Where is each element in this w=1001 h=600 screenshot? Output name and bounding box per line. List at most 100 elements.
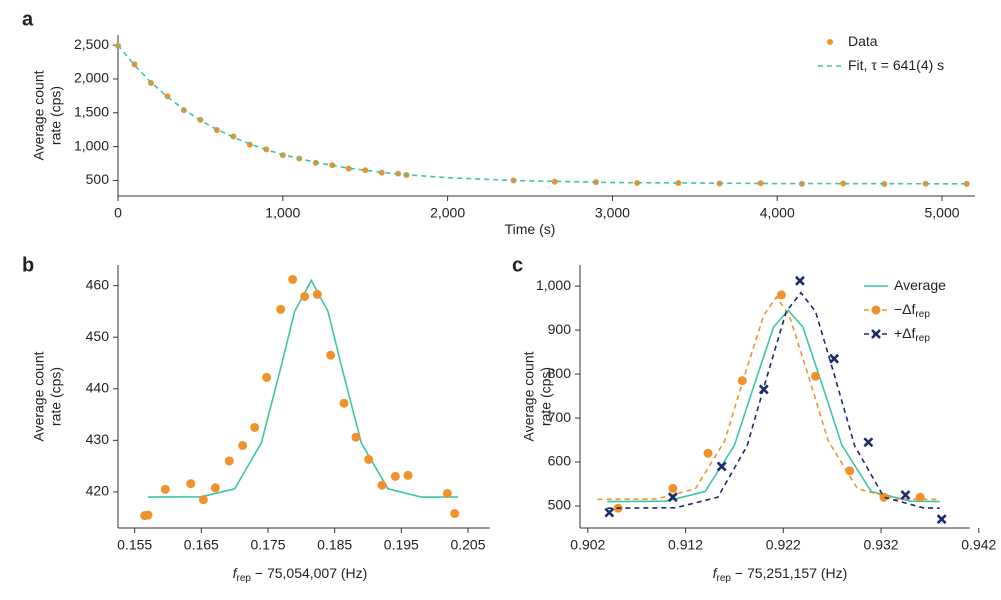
panel-label: c: [512, 254, 523, 276]
data-point: [795, 275, 805, 286]
data-point: [675, 180, 682, 187]
x-tick-label: 0.942: [961, 537, 996, 553]
fit-line: [597, 295, 940, 501]
y-tick-label: 2,000: [74, 70, 109, 86]
y-axis-label: Average count: [31, 70, 47, 160]
x-tick-label: 0: [114, 205, 122, 221]
data-point: [758, 384, 769, 395]
y-axis-label: rate (cps): [538, 367, 554, 426]
x-tick-label: 0.165: [184, 537, 219, 553]
x-axis-label: frep − 75,251,157 (Hz): [713, 565, 848, 584]
legend-marker: [827, 39, 833, 45]
y-axis-label: Average count: [31, 351, 47, 441]
data-point: [198, 495, 208, 505]
x-tick-label: 0.205: [450, 537, 485, 553]
data-point: [811, 371, 821, 381]
data-point: [224, 456, 234, 466]
data-point: [390, 471, 400, 481]
data-point: [936, 514, 947, 525]
x-tick-label: 0.902: [570, 537, 605, 553]
x-tick-label: 0.155: [117, 537, 152, 553]
y-tick-label: 460: [86, 276, 110, 292]
y-tick-label: 700: [548, 409, 572, 425]
y-tick-label: 600: [548, 453, 572, 469]
x-tick-label: 0.175: [250, 537, 285, 553]
legend-name: Average: [894, 277, 946, 293]
data-point: [845, 466, 855, 476]
legend-label: +Δfrep: [894, 325, 930, 344]
data-point: [238, 440, 248, 450]
y-tick-label: 1,000: [74, 137, 109, 153]
legend-name: Data: [848, 33, 878, 49]
x-tick-label: 0.922: [766, 537, 801, 553]
y-axis-label: rate (cps): [48, 86, 64, 145]
x-tick-label: 0.195: [384, 537, 419, 553]
x-tick-label: 0.185: [317, 537, 352, 553]
y-axis-label: Average count: [521, 351, 537, 441]
data-point: [160, 484, 170, 494]
legend-label: Data: [848, 33, 878, 49]
data-point: [863, 437, 874, 448]
x-label-sub: rep: [717, 573, 732, 584]
x-label-main: Time (s): [505, 221, 556, 237]
data-point: [300, 291, 310, 301]
fit-line: [607, 309, 940, 503]
y-tick-label: 500: [86, 171, 110, 187]
x-label-sub: rep: [237, 573, 252, 584]
panel-label: a: [22, 8, 34, 30]
y-tick-label: 430: [86, 431, 110, 447]
x-tick-label: 5,000: [925, 205, 960, 221]
data-point: [737, 376, 747, 386]
data-point: [757, 180, 764, 187]
data-point: [364, 454, 374, 464]
data-point: [339, 398, 349, 408]
data-point: [345, 165, 352, 172]
data-point: [288, 274, 298, 284]
data-point: [604, 507, 615, 518]
data-point: [351, 432, 361, 442]
y-tick-label: 420: [86, 483, 110, 499]
legend-marker: [871, 329, 881, 339]
data-point: [312, 289, 322, 299]
fit-line: [117, 44, 967, 185]
y-tick-label: 1,500: [74, 103, 109, 119]
x-label-main: f: [713, 565, 719, 581]
data-point: [210, 483, 220, 493]
data-point: [551, 178, 558, 185]
y-tick-label: 2,500: [74, 36, 109, 52]
data-point: [450, 509, 460, 519]
data-point: [186, 479, 196, 489]
fit-line: [147, 278, 458, 498]
data-point: [963, 180, 970, 187]
data-point: [326, 350, 336, 360]
data-point: [668, 483, 678, 493]
data-point: [442, 488, 452, 498]
legend-marker: [871, 305, 881, 315]
panel-label: b: [22, 254, 34, 276]
legend-label: −Δfrep: [894, 301, 930, 320]
x-tick-label: 2,000: [430, 205, 465, 221]
legend-label: Fit, τ = 641(4) s: [848, 57, 944, 73]
data-point: [378, 169, 385, 176]
legend-name: +Δf: [894, 325, 916, 341]
data-point: [829, 353, 840, 364]
x-axis-label: frep − 75,054,007 (Hz): [233, 565, 368, 584]
data-point: [716, 461, 727, 472]
data-point: [377, 480, 387, 490]
y-tick-label: 800: [548, 365, 572, 381]
data-point: [250, 422, 260, 432]
data-point: [879, 492, 889, 502]
legend-sub: rep: [915, 333, 930, 344]
x-label-main: f: [233, 565, 239, 581]
data-point: [840, 180, 847, 187]
y-tick-label: 500: [548, 497, 572, 513]
data-point: [143, 510, 153, 520]
data-point: [915, 492, 925, 502]
legend-name: −Δf: [894, 301, 916, 317]
data-point: [362, 167, 369, 174]
legend-label: Average: [894, 277, 946, 293]
x-label-rest: − 75,251,157 (Hz): [731, 565, 847, 581]
data-point: [403, 470, 413, 480]
x-tick-label: 4,000: [760, 205, 795, 221]
